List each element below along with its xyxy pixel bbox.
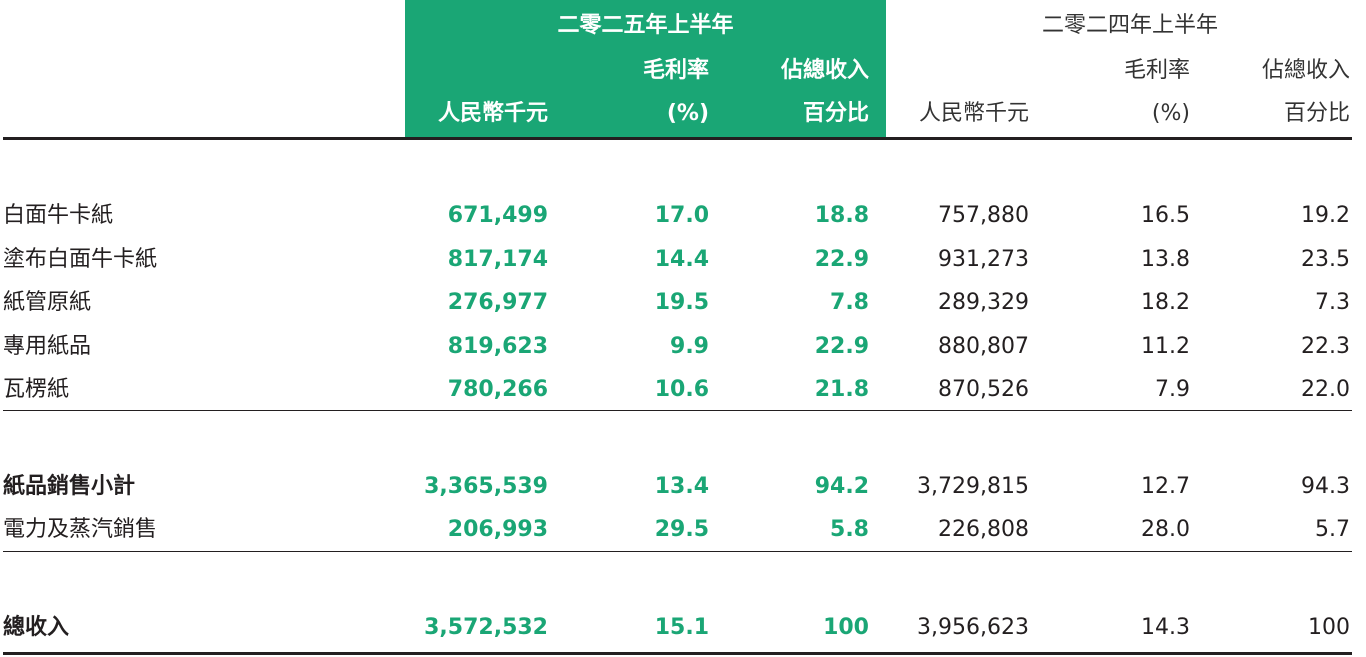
prior-margin: 7.9 (1155, 377, 1190, 402)
current-margin: 10.6 (654, 377, 709, 402)
current-margin: 9.9 (670, 334, 709, 359)
prior-amount: 931,273 (938, 247, 1029, 272)
prior-amount: 880,807 (938, 334, 1029, 359)
current-margin-header: 毛利率 (642, 58, 709, 83)
current-share: 100 (823, 615, 869, 640)
current-margin: 15.1 (654, 615, 709, 640)
current-share: 18.8 (814, 203, 869, 228)
current-share: 7.8 (830, 290, 869, 315)
current-margin: 13.4 (654, 474, 709, 499)
prior-share: 23.5 (1301, 247, 1350, 272)
prior-amount: 226,808 (938, 517, 1029, 542)
row-label: 紙品銷售小計 (3, 474, 136, 499)
prior-margin: 14.3 (1141, 615, 1190, 640)
current-margin: 17.0 (654, 203, 709, 228)
prior-share-unit: 百分比 (1283, 101, 1350, 126)
subtotal-row: 紙品銷售小計 3,365,539 13.4 94.2 3,729,815 12.… (0, 469, 1366, 505)
current-share-unit: 百分比 (802, 101, 869, 126)
current-amount: 819,623 (447, 334, 548, 359)
current-share: 21.8 (814, 377, 869, 402)
row-label: 專用紙品 (3, 334, 92, 359)
prior-share: 5.7 (1315, 517, 1350, 542)
row-label: 瓦楞紙 (3, 377, 70, 402)
current-amount: 206,993 (447, 517, 548, 542)
header-rule (3, 137, 1352, 140)
current-share-header: 佔總收入 (780, 58, 869, 83)
table-row: 瓦楞紙 780,266 10.6 21.8 870,526 7.9 22.0 (0, 372, 1366, 408)
table-row: 專用紙品 819,623 9.9 22.9 880,807 11.2 22.3 (0, 329, 1366, 365)
current-amount: 3,572,532 (424, 615, 548, 640)
table-row: 白面牛卡紙 671,499 17.0 18.8 757,880 16.5 19.… (0, 198, 1366, 234)
current-margin-unit: (%) (666, 101, 709, 126)
prior-share: 94.3 (1301, 474, 1350, 499)
prior-margin: 18.2 (1141, 290, 1190, 315)
current-amount: 3,365,539 (424, 474, 548, 499)
total-rule (3, 551, 1352, 552)
current-amount: 671,499 (447, 203, 548, 228)
prior-margin: 13.8 (1141, 247, 1190, 272)
current-share: 22.9 (814, 334, 869, 359)
current-share: 5.8 (830, 517, 869, 542)
prior-share: 7.3 (1315, 290, 1350, 315)
prior-margin: 28.0 (1141, 517, 1190, 542)
prior-amount: 3,729,815 (917, 474, 1029, 499)
row-label: 塗布白面牛卡紙 (3, 247, 158, 272)
current-amount-unit: 人民幣千元 (437, 101, 548, 126)
table-row: 塗布白面牛卡紙 817,174 14.4 22.9 931,273 13.8 2… (0, 242, 1366, 278)
prior-margin-unit: (%) (1151, 101, 1190, 126)
prior-amount: 870,526 (938, 377, 1029, 402)
current-margin: 14.4 (654, 247, 709, 272)
current-amount: 276,977 (447, 290, 548, 315)
subtotal-rule (3, 410, 1352, 411)
current-period-title: 二零二五年上半年 (557, 13, 734, 38)
prior-amount: 3,956,623 (917, 615, 1029, 640)
prior-margin-header: 毛利率 (1123, 58, 1190, 83)
prior-share: 19.2 (1301, 203, 1350, 228)
row-label: 紙管原紙 (3, 290, 92, 315)
prior-margin: 16.5 (1141, 203, 1190, 228)
prior-share: 22.3 (1301, 334, 1350, 359)
current-share: 94.2 (814, 474, 869, 499)
current-amount: 780,266 (447, 377, 548, 402)
row-label: 白面牛卡紙 (3, 203, 114, 228)
prior-amount: 757,880 (938, 203, 1029, 228)
prior-period-title: 二零二四年上半年 (1041, 13, 1218, 38)
prior-share-header: 佔總收入 (1261, 58, 1350, 83)
total-row: 總收入 3,572,532 15.1 100 3,956,623 14.3 10… (0, 610, 1366, 646)
current-amount: 817,174 (447, 247, 548, 272)
prior-amount-unit: 人民幣千元 (918, 101, 1029, 126)
current-share: 22.9 (814, 247, 869, 272)
table-row: 電力及蒸汽銷售 206,993 29.5 5.8 226,808 28.0 5.… (0, 512, 1366, 548)
row-label: 電力及蒸汽銷售 (3, 517, 158, 542)
prior-margin: 11.2 (1141, 334, 1190, 359)
prior-share: 22.0 (1301, 377, 1350, 402)
table-row: 紙管原紙 276,977 19.5 7.8 289,329 18.2 7.3 (0, 285, 1366, 321)
prior-amount: 289,329 (938, 290, 1029, 315)
prior-margin: 12.7 (1141, 474, 1190, 499)
current-period-header-band (405, 0, 886, 138)
current-margin: 29.5 (654, 517, 709, 542)
footer-rule (3, 652, 1352, 655)
current-margin: 19.5 (654, 290, 709, 315)
row-label: 總收入 (3, 615, 70, 640)
prior-share: 100 (1308, 615, 1350, 640)
